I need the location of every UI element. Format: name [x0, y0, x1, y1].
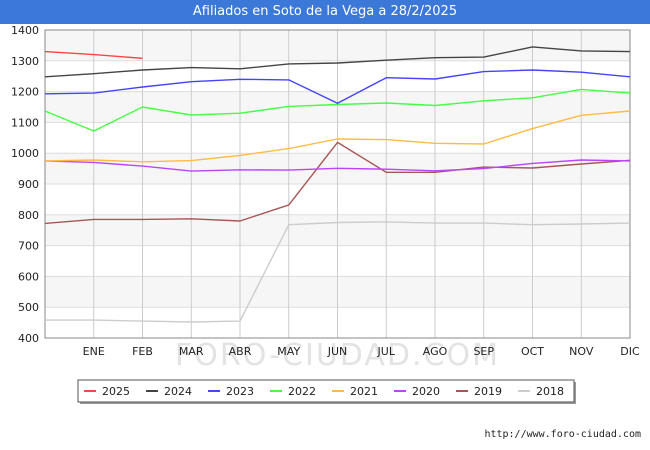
series-line-2025 [44, 50, 143, 59]
x-tick-label: DIC [620, 345, 640, 358]
series-line-2019 [44, 141, 631, 225]
y-tick-label: 1300 [11, 55, 39, 68]
x-tick-label: AGO [423, 345, 448, 358]
y-tick-label: 1400 [11, 24, 39, 37]
plot-border [44, 29, 631, 339]
x-tick-label: MAR [179, 345, 204, 358]
x-tick-label: ENE [83, 345, 105, 358]
series-line-2018 [45, 221, 631, 323]
y-tick-label: 600 [18, 270, 39, 283]
y-tick-label: 900 [18, 178, 39, 191]
legend-label-2025: 2025 [102, 385, 130, 398]
series-line-2021 [44, 110, 631, 163]
y-tick-label: 1100 [11, 116, 39, 129]
x-tick-label: ABR [229, 345, 252, 358]
y-tick-label: 1000 [11, 147, 39, 160]
legend-label-2018: 2018 [536, 385, 564, 398]
x-tick-label: SEP [473, 345, 494, 358]
y-tick-label: 500 [18, 301, 39, 314]
x-tick-label: JUN [327, 345, 348, 358]
y-tick-label: 400 [18, 332, 39, 345]
legend-label-2023: 2023 [226, 385, 254, 398]
legend-box [77, 379, 575, 403]
legend-label-2021: 2021 [350, 385, 378, 398]
x-tick-label: FEB [132, 345, 153, 358]
y-tick-label: 1200 [11, 86, 39, 99]
watermark: FORO-CIUDAD.COM [175, 338, 500, 373]
y-tick-label: 800 [18, 209, 39, 222]
chart-title: Afiliados en Soto de la Vega a 28/2/2025 [0, 0, 650, 24]
source-link[interactable]: http://www.foro-ciudad.com [484, 429, 641, 440]
series-line-2023 [44, 69, 631, 105]
x-tick-label: MAY [277, 345, 300, 358]
series-line-2022 [44, 88, 631, 132]
series-line-2020 [44, 159, 631, 172]
legend-label-2022: 2022 [288, 385, 316, 398]
legend-label-2020: 2020 [412, 385, 440, 398]
legend-label-2024: 2024 [164, 385, 192, 398]
x-tick-label: JUL [377, 345, 396, 358]
series-line-2024 [44, 46, 631, 78]
x-tick-label: OCT [521, 345, 544, 358]
x-tick-label: NOV [569, 345, 594, 358]
y-tick-label: 700 [18, 240, 39, 253]
legend-label-2019: 2019 [474, 385, 502, 398]
